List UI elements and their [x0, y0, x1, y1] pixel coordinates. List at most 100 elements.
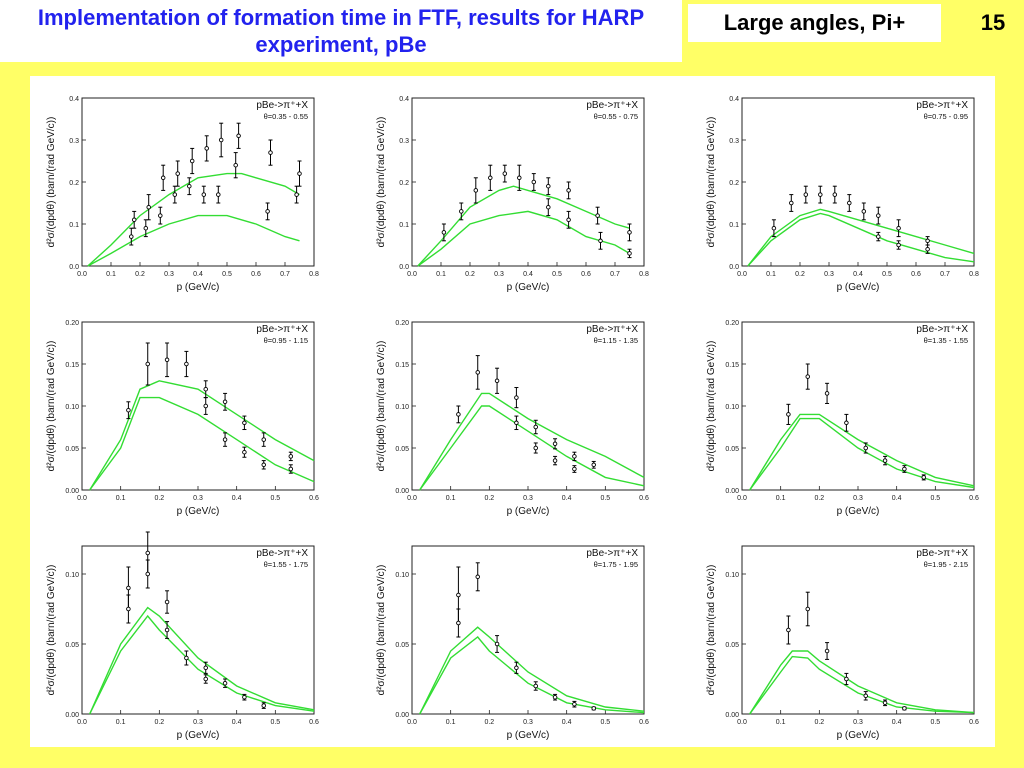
x-tick-label: 0.3	[193, 495, 203, 502]
data-point	[598, 238, 603, 244]
data-point	[552, 694, 558, 700]
model-curve-2	[89, 396, 315, 491]
data-point	[832, 192, 838, 197]
data-point	[803, 192, 809, 197]
data-point	[572, 454, 577, 459]
y-tick-label: 0.15	[65, 362, 79, 369]
data-point	[126, 407, 131, 413]
y-tick-label: 0.2	[729, 180, 739, 187]
data-point	[216, 192, 221, 197]
x-tick-label: 0.5	[930, 719, 940, 726]
data-point	[896, 242, 901, 248]
data-point	[242, 449, 247, 455]
data-point	[288, 454, 294, 459]
model-curve-1	[89, 606, 315, 715]
chart-9: 0.0 0.1 0.2 0.3 0.4 0.5 0.6 0.00 0.05 0.10 p (GeV/…	[706, 545, 979, 741]
model-curve-2	[419, 636, 645, 715]
data-point	[184, 655, 189, 661]
x-tick-label: 0.6	[251, 271, 261, 278]
x-axis-label: p (GeV/c)	[507, 506, 550, 517]
x-tick-label: 0.1	[436, 271, 446, 278]
x-tick-label: 0.1	[116, 719, 126, 726]
y-tick-label: 0.00	[725, 712, 739, 719]
x-tick-label: 0.2	[795, 271, 805, 278]
data-point	[145, 571, 150, 577]
data-point	[514, 665, 519, 671]
x-tick-label: 0.3	[164, 271, 174, 278]
chart-title: pBe->π⁺+X	[586, 324, 638, 335]
model-curve-2	[417, 210, 630, 267]
x-tick-label: 0.6	[639, 719, 649, 726]
data-point	[595, 213, 600, 218]
y-tick-label: 0.4	[69, 96, 79, 103]
y-tick-label: 0.20	[725, 320, 739, 327]
data-point	[921, 475, 926, 480]
x-tick-label: 0.4	[523, 271, 533, 278]
data-point	[514, 395, 519, 400]
data-point	[824, 648, 830, 654]
x-tick-label: 0.6	[309, 495, 319, 502]
x-tick-label: 0.0	[407, 719, 417, 726]
x-tick-label: 0.7	[610, 271, 620, 278]
x-tick-label: 0.4	[232, 719, 242, 726]
y-tick-label: 0.2	[69, 180, 79, 187]
data-point	[475, 574, 480, 580]
x-tick-label: 0.1	[766, 271, 776, 278]
x-tick-label: 0.5	[270, 719, 280, 726]
data-point	[222, 399, 228, 405]
y-axis-label: d²σ/(dpdθ) (barn/(rad GeV/c))	[706, 565, 717, 696]
y-tick-label: 0.00	[395, 488, 409, 495]
data-point	[459, 209, 464, 214]
data-point	[143, 225, 149, 231]
chart-title: pBe->π⁺+X	[256, 100, 308, 111]
x-tick-label: 0.4	[853, 271, 863, 278]
data-point	[902, 706, 907, 711]
y-tick-label: 0.4	[399, 96, 409, 103]
data-point	[546, 183, 551, 189]
angle-range-label: θ=1.15 - 1.35	[594, 336, 638, 345]
x-tick-label: 0.6	[969, 719, 979, 726]
x-tick-label: 0.0	[407, 271, 417, 278]
model-curve-1	[89, 380, 315, 491]
chart-5: 0.0 0.1 0.2 0.3 0.4 0.5 0.6 0.00 0.05 0.10 0.15 0.2…	[376, 320, 649, 517]
data-point	[175, 171, 180, 176]
x-tick-label: 0.4	[892, 719, 902, 726]
y-tick-label: 0.10	[65, 572, 79, 579]
angle-range-label: θ=0.55 - 0.75	[594, 112, 638, 121]
data-point	[268, 150, 273, 155]
data-point	[222, 680, 228, 686]
model-curve-1	[749, 413, 975, 491]
y-tick-label: 0.0	[399, 264, 409, 271]
data-point	[902, 466, 907, 472]
data-point	[572, 466, 577, 472]
y-tick-label: 0.15	[725, 362, 739, 369]
y-axis-label: d²σ/(dpdθ) (barn/(rad GeV/c))	[46, 565, 57, 696]
x-tick-label: 0.2	[154, 719, 164, 726]
plot-frame	[81, 321, 315, 491]
data-point	[475, 370, 480, 375]
data-point	[203, 386, 208, 392]
model-curve-2	[87, 214, 300, 267]
y-tick-label: 0.20	[65, 320, 79, 327]
x-tick-label: 0.0	[77, 719, 87, 726]
x-tick-label: 0.2	[484, 719, 494, 726]
x-axis-label: p (GeV/c)	[507, 282, 550, 293]
y-axis-label: d²σ/(dpdθ) (barn/(rad GeV/c))	[376, 341, 387, 472]
y-tick-label: 0.2	[399, 180, 409, 187]
chart-title: pBe->π⁺+X	[916, 100, 968, 111]
model-curve-1	[747, 208, 975, 267]
y-tick-label: 0.00	[65, 712, 79, 719]
x-tick-label: 0.3	[494, 271, 504, 278]
data-point	[297, 171, 302, 176]
y-tick-label: 0.10	[395, 572, 409, 579]
y-tick-label: 0.05	[65, 642, 79, 649]
x-tick-label: 0.3	[523, 719, 533, 726]
x-tick-label: 0.2	[465, 271, 475, 278]
y-axis-label: d²σ/(dpdθ) (barn/(rad GeV/c))	[46, 341, 57, 472]
data-point	[514, 420, 519, 426]
x-tick-label: 0.0	[737, 719, 747, 726]
plot-frame	[741, 321, 975, 491]
model-curve-1	[417, 185, 630, 267]
slide-number: 15	[980, 10, 1006, 35]
y-tick-label: 0.1	[729, 222, 739, 229]
